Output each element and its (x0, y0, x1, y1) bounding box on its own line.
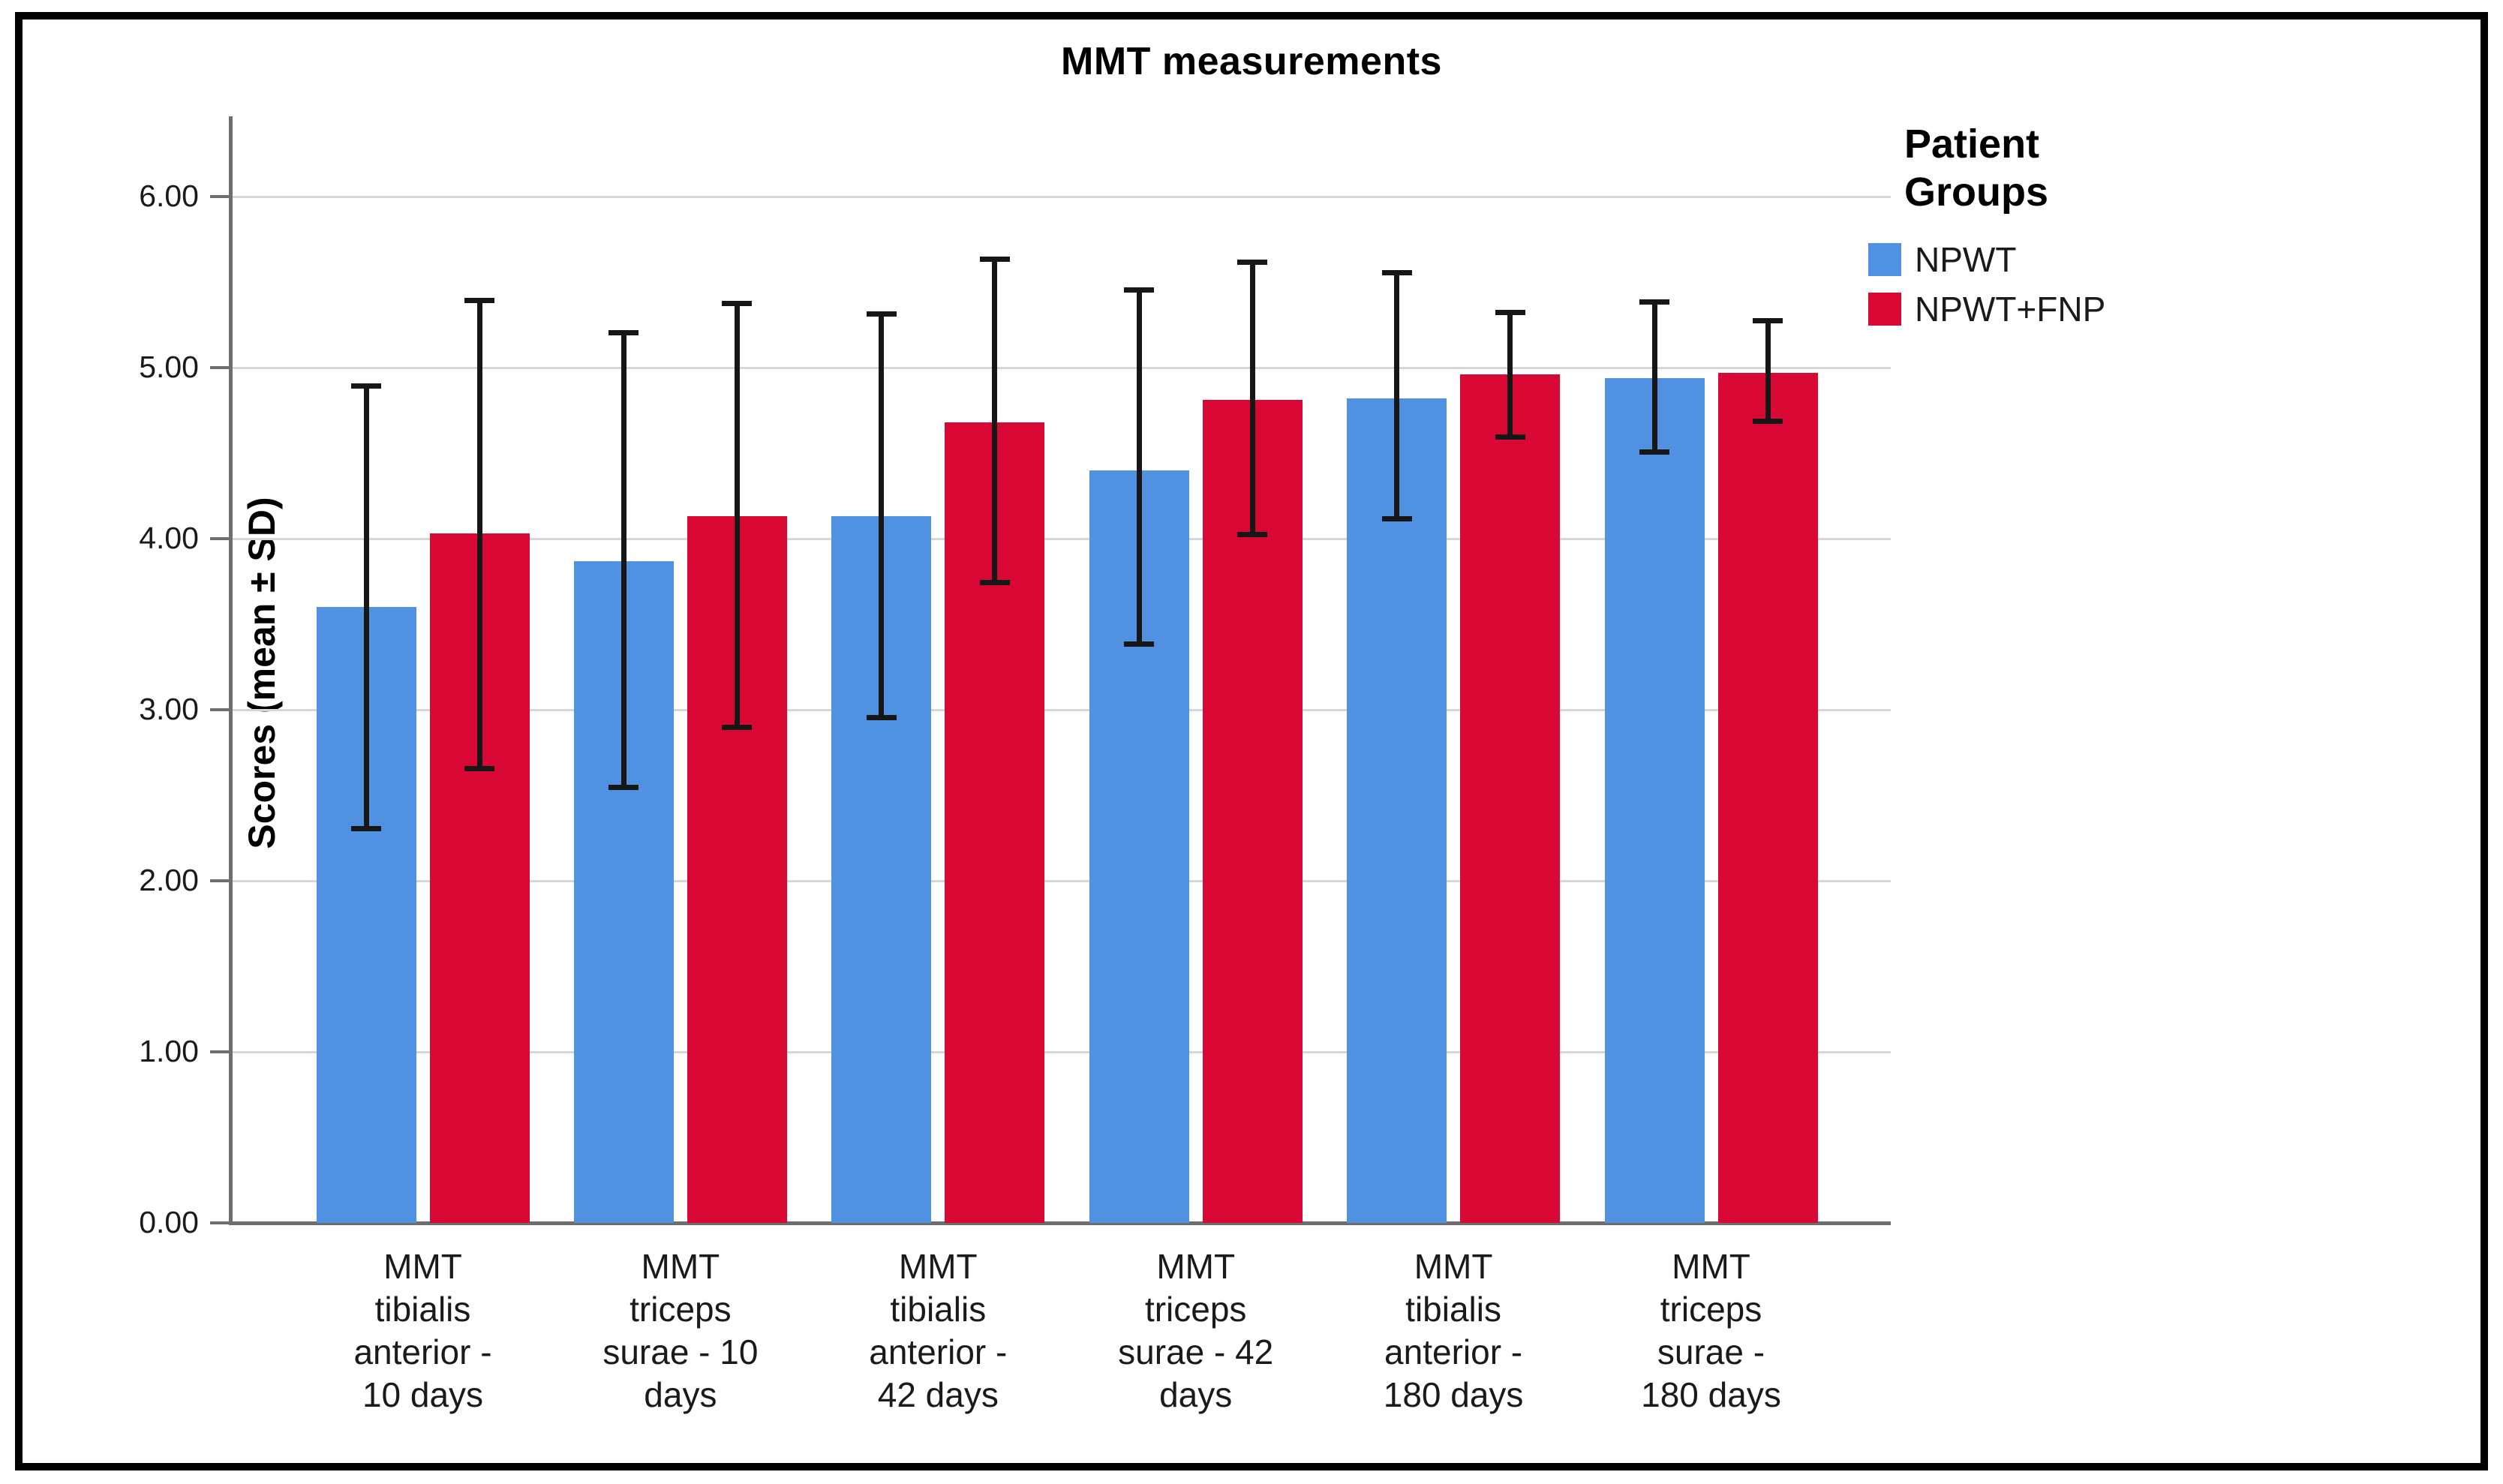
error-bar-stem (1394, 270, 1400, 522)
plot-area: Scores (mean ± SD) 0.00 1.00 2.00 3.00 4.00 5… (139, 116, 1891, 1414)
error-bar-cap-bottom (1124, 641, 1155, 647)
y-tick (210, 1221, 229, 1224)
y-tick (210, 195, 229, 199)
error-bar-cap-bottom (608, 785, 639, 791)
gridline (233, 195, 1891, 198)
legend-items: NPWT NPWT+FNP (1868, 240, 2468, 329)
y-tick-label: 1.00 (139, 1034, 199, 1069)
error-bar (1237, 260, 1268, 537)
legend-item-label: NPWT (1915, 240, 2017, 279)
x-axis-line (229, 1221, 1891, 1225)
legend-item: NPWT (1868, 240, 2468, 279)
error-bar-stem (1765, 318, 1771, 425)
chart-title: MMT measurements (1061, 40, 1442, 83)
error-bar-cap-top (1124, 287, 1155, 293)
error-bar (1381, 270, 1412, 522)
error-bar-cap-bottom (1753, 419, 1783, 425)
x-category-label: MMT triceps surae - 42 days (1118, 1247, 1274, 1414)
error-bar (866, 311, 897, 720)
error-bar-cap-bottom (351, 825, 381, 831)
gridline (233, 366, 1891, 369)
error-bar-cap-top (351, 383, 381, 389)
error-bar-cap-bottom (1639, 449, 1669, 455)
error-bar-cap-bottom (1381, 516, 1412, 522)
error-bar-cap-bottom (722, 725, 753, 731)
error-bar (608, 329, 639, 791)
error-bar-cap-bottom (979, 579, 1010, 585)
error-bar-stem (1249, 260, 1255, 537)
error-bar-cap-top (1495, 309, 1525, 315)
error-bar (464, 297, 494, 772)
error-bar-cap-top (1639, 299, 1669, 305)
x-category-label: MMT triceps surae - 180 days (1641, 1247, 1781, 1414)
error-bar-stem (879, 311, 885, 720)
error-bar-cap-top (608, 329, 639, 335)
y-tick (210, 366, 229, 370)
error-bar-cap-top (866, 311, 897, 317)
legend-item-label: NPWT+FNP (1915, 290, 2106, 329)
legend-swatch-npwt-fnp (1868, 293, 1901, 326)
x-category-label: MMT tibialis anterior - 10 days (353, 1247, 492, 1414)
error-bar (722, 301, 753, 731)
legend-swatch-npwt (1868, 243, 1901, 276)
error-bar (1124, 287, 1155, 647)
error-bar-stem (1651, 299, 1657, 455)
y-axis-line (229, 116, 233, 1225)
error-bar (1753, 318, 1783, 425)
bar-npwt-fnp (1717, 372, 1818, 1223)
y-tick (210, 708, 229, 712)
error-bar-cap-top (464, 297, 494, 303)
x-category-label: MMT tibialis anterior - 42 days (869, 1247, 1008, 1414)
figure-border (15, 12, 2488, 1470)
error-bar-cap-bottom (866, 714, 897, 720)
error-bar (979, 256, 1010, 585)
gridline (233, 537, 1891, 540)
bar-npwt-fnp (1460, 374, 1561, 1223)
x-category-label: MMT triceps surae - 10 days (602, 1247, 759, 1414)
error-bar (1495, 309, 1525, 440)
error-bar (1639, 299, 1669, 455)
y-tick (210, 1050, 229, 1054)
error-bar (351, 383, 381, 831)
gridline (233, 708, 1891, 711)
error-bar-cap-top (1381, 270, 1412, 276)
legend: Patient Groups NPWT NPWT+FNP (1868, 120, 2468, 341)
y-tick (210, 537, 229, 541)
y-axis-label: Scores (mean ± SD) (241, 497, 283, 849)
x-category-label: MMT tibialis anterior - 180 days (1383, 1247, 1524, 1414)
error-bar-stem (1136, 287, 1142, 647)
y-tick-label: 4.00 (139, 521, 199, 556)
y-tick-label: 5.00 (139, 350, 199, 385)
error-bar-cap-top (979, 256, 1010, 262)
error-bar-cap-bottom (1237, 531, 1268, 537)
gridline (233, 1050, 1891, 1053)
error-bar-stem (363, 383, 369, 831)
y-tick (210, 879, 229, 883)
error-bar-stem (476, 297, 482, 772)
error-bar-stem (992, 256, 998, 585)
legend-item: NPWT+FNP (1868, 290, 2468, 329)
bar-npwt-fnp (1202, 400, 1303, 1223)
error-bar-cap-bottom (1495, 434, 1525, 440)
error-bar-stem (1507, 309, 1513, 440)
error-bar-stem (734, 301, 740, 731)
error-bar-stem (620, 329, 627, 791)
bar-npwt (1347, 398, 1447, 1223)
y-tick-label: 0.00 (139, 1205, 199, 1239)
error-bar-cap-top (1753, 318, 1783, 323)
error-bar-cap-top (1237, 260, 1268, 266)
y-tick-label: 3.00 (139, 692, 199, 727)
error-bar-cap-top (722, 301, 753, 307)
legend-title: Patient Groups (1904, 122, 2049, 215)
y-tick-label: 6.00 (139, 179, 199, 214)
bar-npwt (1604, 377, 1705, 1223)
y-tick-label: 2.00 (139, 863, 199, 898)
gridline (233, 879, 1891, 882)
error-bar-cap-bottom (464, 766, 494, 772)
